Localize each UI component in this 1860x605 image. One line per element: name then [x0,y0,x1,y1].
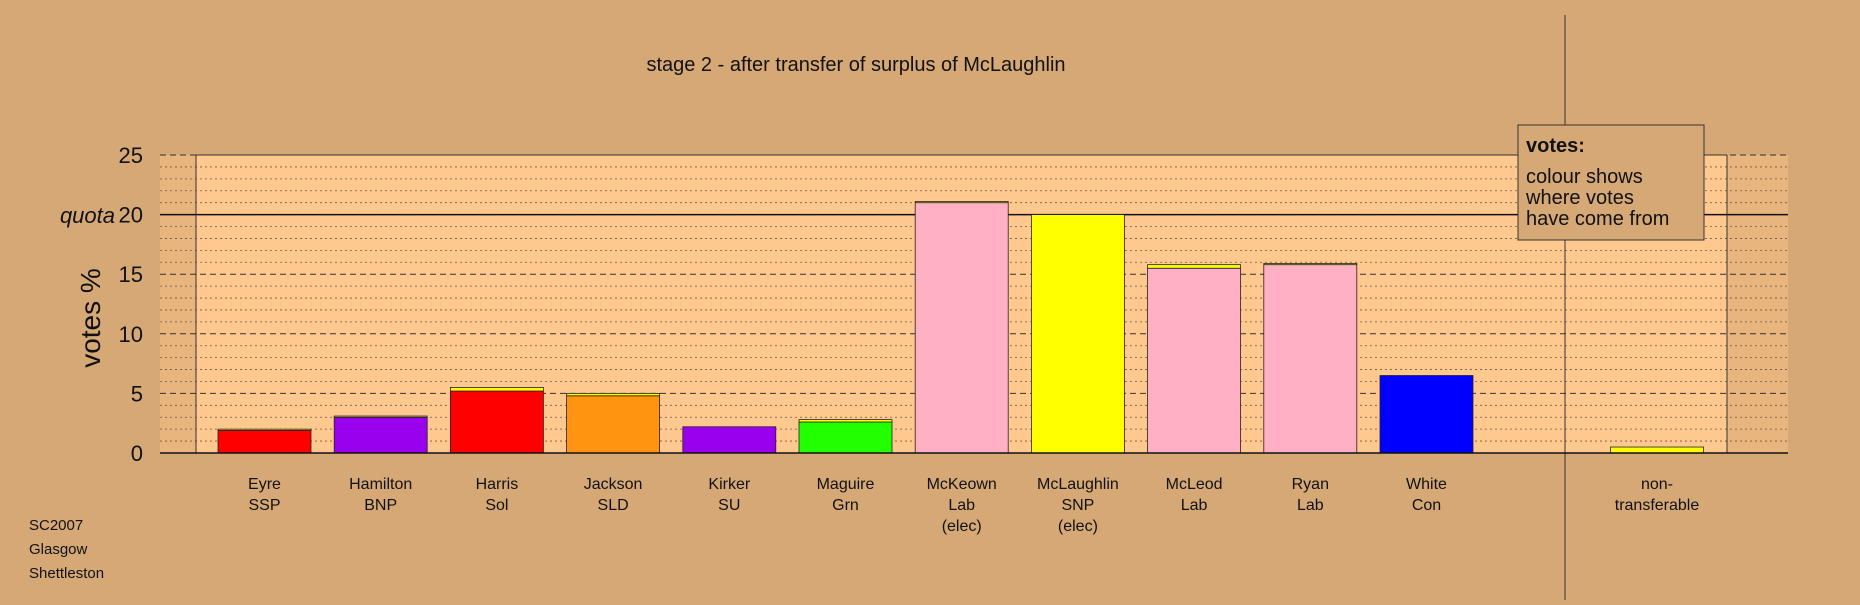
bar [914,201,1009,454]
y-tick-label: 15 [119,262,143,287]
legend-line: where votes [1525,187,1634,209]
y-tick-label: 5 [131,381,143,406]
x-tick-label: Maguire [817,476,875,493]
x-tick-label: Jackson [584,476,643,493]
bar-segment [1263,264,1358,454]
footer-line: Glasgow [29,541,88,558]
x-tick-label: SNP [1061,497,1094,514]
bar-segment [798,419,893,423]
bar [682,426,777,454]
x-tick-label: BNP [364,497,397,514]
bar-segment [798,421,893,454]
bar-segment [566,395,660,454]
bar-segment [914,201,1009,204]
footer: SC2007 Glasgow Shettleston [29,517,104,582]
quota-label: quota [60,203,115,228]
bar [217,428,312,454]
y-tick-label: 0 [131,441,143,466]
legend: votes: colour shows where votes have com… [1517,124,1705,241]
chart-title: stage 2 - after transfer of surplus of M… [646,54,1065,76]
bar [449,387,544,454]
bar [1031,214,1125,454]
x-tick-label: Kirker [708,476,750,493]
bar-segment [217,429,312,454]
bar [1147,264,1241,454]
bar-segment [1147,264,1241,269]
bar-segment [1263,263,1358,266]
bar-segment [566,392,660,397]
bar [1610,446,1704,454]
x-tick-label: Lab [1297,497,1324,514]
x-tick-label: transferable [1615,497,1700,514]
x-tick-label: Lab [948,497,975,514]
y-tick-label: 25 [119,143,143,168]
x-tick-label: (elec) [942,518,982,535]
x-tick-label: Harris [476,476,519,493]
bar-segment [1610,446,1704,454]
x-tick-label: Con [1412,497,1441,514]
axis-layer: Eyre SSP Hamilton BNP Harris Sol Jackson SLD Kir… [119,143,1788,535]
bar-segment [914,202,1009,454]
legend-line: have come from [1526,208,1669,230]
x-tick-label: (elec) [1058,518,1098,535]
bar-segment [333,415,428,418]
x-tick-label: Sol [485,497,508,514]
x-tick-label: Hamilton [349,476,412,493]
bar-segment [682,426,777,454]
bar-segment [1379,375,1474,454]
x-tick-label: SLD [598,497,629,514]
bar-segment [1147,267,1241,454]
bar-segment [1031,214,1125,454]
bar-segment [333,416,428,454]
y-tick-label: 20 [119,203,143,228]
x-tick-label: McLeod [1166,476,1223,493]
margin-area [1727,155,1788,453]
x-tick-label: non- [1641,476,1673,493]
x-tick-label: Ryan [1292,476,1329,493]
bar [1263,263,1358,454]
bar-segment [449,387,544,392]
bar-segment [217,428,312,431]
bar [1379,375,1474,454]
y-tick-label: 10 [119,322,143,347]
x-tick-label: Eyre [248,476,281,493]
bar [566,392,660,454]
margin-area [160,155,196,453]
bar [333,415,428,454]
bar [798,419,893,454]
x-tick-label: SSP [248,497,280,514]
x-tick-label: McLaughlin [1037,476,1119,493]
bar-layer [217,201,1704,454]
y-axis-label: votes % [75,268,106,368]
footer-line: Shettleston [29,565,104,582]
x-tick-label: Lab [1181,497,1208,514]
footer-line: SC2007 [29,517,83,534]
bar-segment [449,390,544,454]
legend-title: votes: [1526,135,1585,157]
x-tick-label: SU [718,497,740,514]
legend-line: colour shows [1526,166,1643,188]
legend-box [1517,124,1705,241]
x-tick-label: McKeown [927,476,997,493]
x-tick-label: White [1406,476,1447,493]
x-tick-label: Grn [832,497,859,514]
